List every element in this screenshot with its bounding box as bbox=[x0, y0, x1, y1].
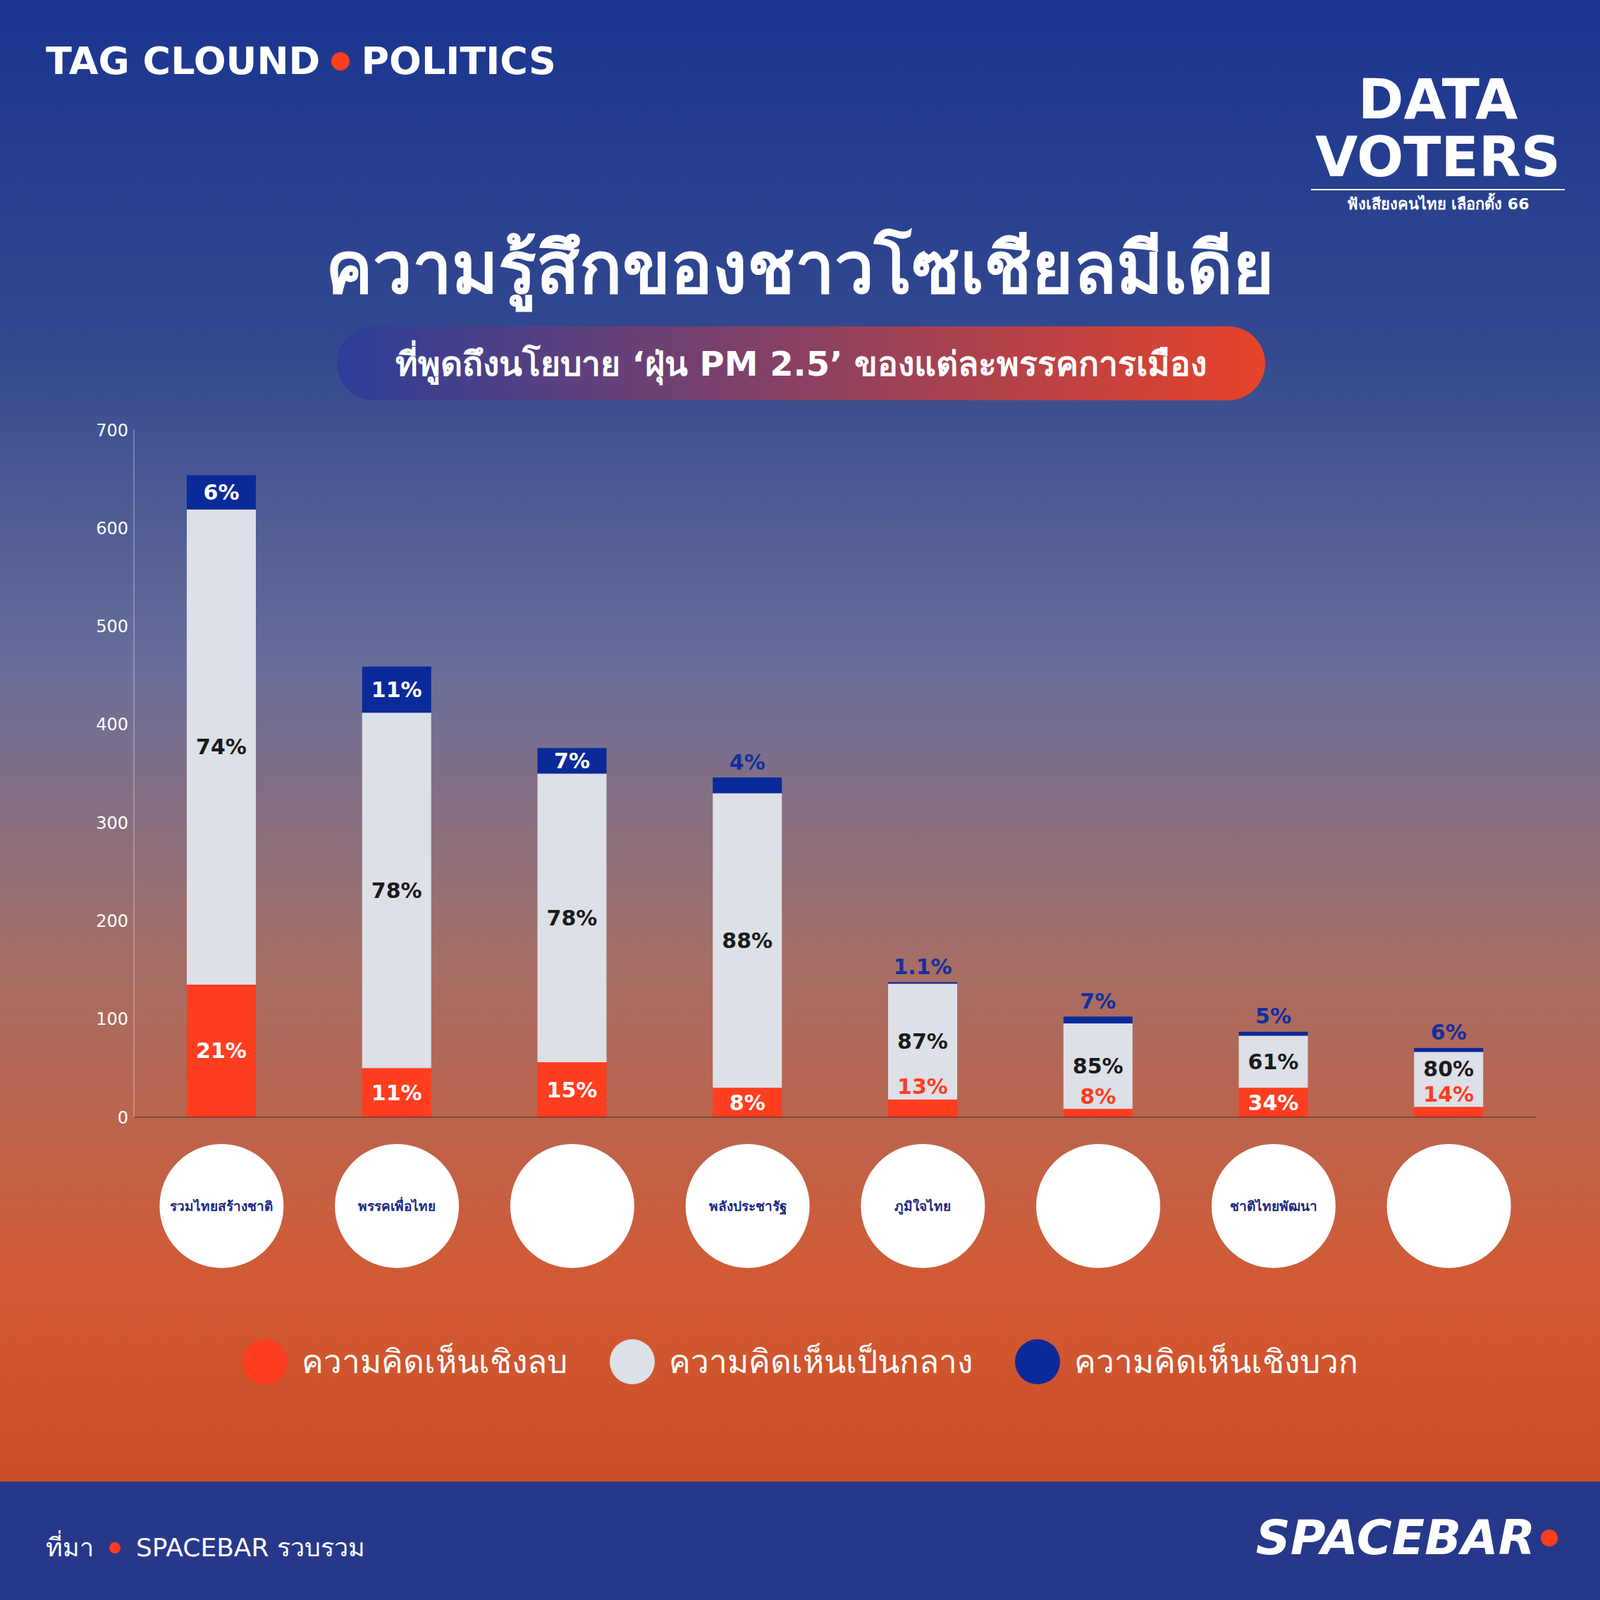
svg-text:5%: 5% bbox=[1255, 1003, 1292, 1029]
svg-text:7%: 7% bbox=[554, 748, 590, 774]
svg-text:6%: 6% bbox=[203, 480, 240, 505]
html-text:SPACEBAR: SPACEBAR bbox=[1255, 1509, 1536, 1566]
svg-text:700: 700 bbox=[95, 420, 129, 441]
svg-text:15%: 15% bbox=[546, 1077, 598, 1103]
svg-text:400: 400 bbox=[95, 714, 129, 735]
svg-text:11%: 11% bbox=[371, 1080, 423, 1106]
svg-text:74%: 74% bbox=[195, 734, 247, 760]
html-text:DATA: DATA bbox=[1358, 67, 1518, 132]
html-text:POLITICS: POLITICS bbox=[361, 38, 557, 84]
svg-text:8%: 8% bbox=[1079, 1084, 1116, 1109]
html-text:ฟังเสียงคนไทย เลือกตั้ง 66: ฟังเสียงคนไทย เลือกตั้ง 66 bbox=[1346, 195, 1530, 213]
html-text:TAG CLOUND: TAG CLOUND bbox=[45, 38, 321, 84]
svg-text:0: 0 bbox=[117, 1108, 129, 1128]
svg-text:500: 500 bbox=[95, 616, 129, 637]
svg-text:ชาติไทยพัฒนา: ชาติไทยพัฒนา bbox=[1229, 1198, 1318, 1214]
svg-text:11%: 11% bbox=[371, 677, 423, 703]
svg-text:61%: 61% bbox=[1248, 1049, 1300, 1075]
html-text:VOTERS: VOTERS bbox=[1315, 125, 1561, 189]
svg-text:85%: 85% bbox=[1072, 1053, 1124, 1079]
html-text:ความคิดเห็นเชิงลบ: ความคิดเห็นเชิงลบ bbox=[301, 1342, 568, 1381]
svg-text:7%: 7% bbox=[1079, 988, 1116, 1014]
svg-text:พลังประชารัฐ: พลังประชารัฐ bbox=[709, 1198, 787, 1216]
html-text:SPACEBAR รวบรวม: SPACEBAR รวบรวม bbox=[136, 1533, 366, 1562]
svg-text:600: 600 bbox=[95, 518, 129, 539]
svg-text:1.1%: 1.1% bbox=[893, 954, 952, 980]
svg-text:100: 100 bbox=[95, 1009, 129, 1030]
html-text:ความคิดเห็นเป็นกลาง: ความคิดเห็นเป็นกลาง bbox=[668, 1342, 973, 1381]
svg-text:78%: 78% bbox=[546, 905, 598, 931]
svg-text:รวมไทยสร้างชาติ: รวมไทยสร้างชาติ bbox=[169, 1198, 273, 1214]
svg-text:4%: 4% bbox=[729, 749, 766, 775]
html-text:ความรู้สึกของชาวโซเชียลมีเดีย: ความรู้สึกของชาวโซเชียลมีเดีย bbox=[325, 226, 1275, 310]
svg-text:6%: 6% bbox=[1430, 1019, 1467, 1045]
html-text:ที่พูดถึงนโยบาย ‘ฝุ่น PM 2.5’: ที่พูดถึงนโยบาย ‘ฝุ่น PM 2.5’ ของแต่ละพร… bbox=[395, 343, 1207, 384]
svg-text:พรรคเพื่อไทย: พรรคเพื่อไทย bbox=[358, 1196, 436, 1214]
svg-text:80%: 80% bbox=[1423, 1056, 1474, 1082]
svg-text:88%: 88% bbox=[721, 928, 773, 953]
svg-text:21%: 21% bbox=[195, 1038, 247, 1063]
svg-text:300: 300 bbox=[95, 813, 129, 834]
svg-text:34%: 34% bbox=[1248, 1090, 1300, 1116]
svg-text:14%: 14% bbox=[1423, 1081, 1474, 1107]
html-text:ความคิดเห็นเชิงบวก: ความคิดเห็นเชิงบวก bbox=[1073, 1342, 1358, 1381]
svg-text:78%: 78% bbox=[371, 878, 423, 903]
svg-text:8%: 8% bbox=[729, 1090, 766, 1116]
svg-text:200: 200 bbox=[95, 911, 129, 932]
svg-text:ภูมิใจไทย: ภูมิใจไทย bbox=[894, 1198, 951, 1216]
svg-text:13%: 13% bbox=[897, 1074, 949, 1099]
svg-text:87%: 87% bbox=[897, 1029, 949, 1054]
html-text:ที่มา: ที่มา bbox=[45, 1533, 94, 1562]
